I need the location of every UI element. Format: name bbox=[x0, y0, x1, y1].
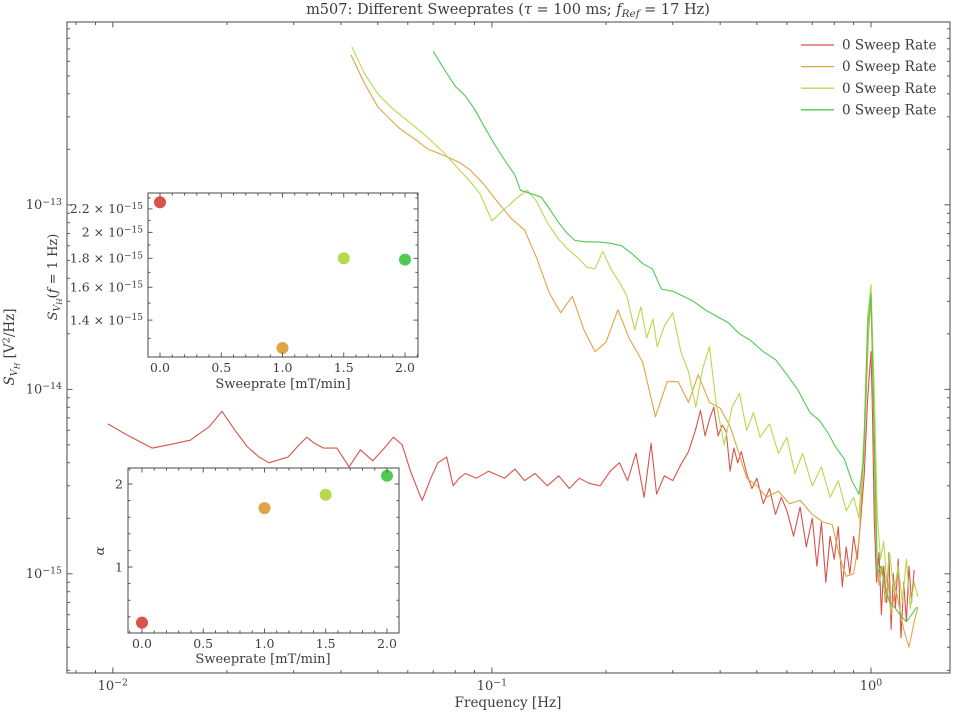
scatter-point bbox=[154, 196, 166, 209]
inset-svh-xtick-label: 0.0 bbox=[150, 360, 170, 375]
inset-svh-ytick-label: 2 × 10−15 bbox=[82, 225, 144, 240]
inset-alpha-xlabel: Sweeprate [mT/min] bbox=[195, 652, 330, 667]
scatter-point bbox=[337, 252, 350, 265]
series-line-sweep-2 bbox=[432, 51, 918, 623]
inset-alpha-plot: 0.0 0.5 1.0 1.5 2.0 1 2 bbox=[115, 467, 400, 651]
main-plot: 10−2 10−1 100 10−13 10−14 10−15 bbox=[26, 21, 951, 694]
legend-entry: 0 Sweep Rate bbox=[801, 59, 937, 75]
inset-alpha-xtick-label: 0.5 bbox=[193, 636, 213, 651]
plots-layer: 10−2 10−1 100 10−13 10−14 10−15 0.0 0.5 1.0 1.5 2.… bbox=[26, 21, 951, 694]
inset-svh-xtick-label: 0.5 bbox=[211, 360, 231, 375]
legend-entry: 0 Sweep Rate bbox=[801, 38, 937, 54]
legend-entry: 0 Sweep Rate bbox=[801, 81, 937, 97]
inset-alpha-xtick-label: 1.0 bbox=[255, 636, 275, 651]
main-ytick-label: 10−14 bbox=[26, 381, 62, 397]
main-ytick-label: 10−13 bbox=[26, 197, 62, 213]
inset-svh-ytick-label: 1.4 × 10−15 bbox=[70, 312, 143, 327]
legend-label: 0 Sweep Rate bbox=[842, 38, 937, 54]
chart-title: m507: Different Sweeprates (τ = 100 ms; … bbox=[306, 2, 710, 20]
inset-svh-xlabel: Sweeprate [mT/min] bbox=[215, 377, 350, 392]
main-xtick-label: 10−1 bbox=[477, 678, 507, 694]
inset-svh-xtick-label: 2.0 bbox=[395, 360, 415, 375]
legend-label: 0 Sweep Rate bbox=[842, 59, 937, 75]
inset-alpha-ylabel: α bbox=[93, 546, 108, 555]
inset-svh-spines bbox=[147, 192, 419, 358]
scatter-point bbox=[258, 502, 271, 515]
scatter-point bbox=[276, 342, 289, 354]
inset-svh-background bbox=[148, 193, 418, 357]
main-xlabel: Frequency [Hz] bbox=[455, 695, 562, 711]
inset-alpha-xtick-label: 2.0 bbox=[377, 636, 397, 651]
main-xtick-label: 100 bbox=[860, 678, 883, 694]
legend-label: 0 Sweep Rate bbox=[842, 81, 937, 97]
inset-alpha-ytick-label: 1 bbox=[115, 559, 123, 574]
main-spines bbox=[66, 21, 951, 674]
inset-svh-plot: 0.0 0.5 1.0 1.5 2.0 2.2 × 10−15 2 × 10−15 1.8 ×… bbox=[70, 192, 419, 375]
inset-alpha-xtick-label: 1.5 bbox=[316, 636, 336, 651]
inset-svh-ytick-label: 1.6 × 10−15 bbox=[70, 280, 143, 295]
inset-svh-ylabel: SVH(f = 1 Hz) bbox=[46, 234, 64, 321]
scatter-point bbox=[319, 488, 332, 501]
main-ylabel: SVH [V2/Hz] bbox=[1, 308, 21, 385]
main-ytick-label: 10−15 bbox=[26, 566, 62, 582]
series-line-sweep-1.5 bbox=[351, 46, 919, 609]
inset-svh-ytick-label: 1.8 × 10−15 bbox=[70, 251, 143, 266]
series-line-sweep-0 bbox=[107, 351, 915, 639]
legend-label: 0 Sweep Rate bbox=[842, 102, 937, 118]
scatter-point bbox=[136, 616, 148, 629]
legend: 0 Sweep Rate 0 Sweep Rate 0 Sweep Rate 0 Sw… bbox=[801, 38, 937, 118]
scatter-point bbox=[399, 253, 411, 266]
inset-svh-xtick-label: 1.5 bbox=[334, 360, 354, 375]
inset-alpha-xtick-label: 0.0 bbox=[132, 636, 152, 651]
inset-alpha-ytick-label: 2 bbox=[115, 476, 123, 491]
series-line-sweep-1 bbox=[350, 54, 919, 648]
scatter-point bbox=[381, 469, 393, 482]
inset-svh-xtick-label: 1.0 bbox=[273, 360, 293, 375]
legend-entry: 0 Sweep Rate bbox=[801, 102, 937, 118]
main-xtick-label: 10−2 bbox=[98, 678, 128, 694]
inset-svh-ytick-label: 2.2 × 10−15 bbox=[70, 201, 143, 216]
inset-alpha-background bbox=[128, 468, 399, 633]
